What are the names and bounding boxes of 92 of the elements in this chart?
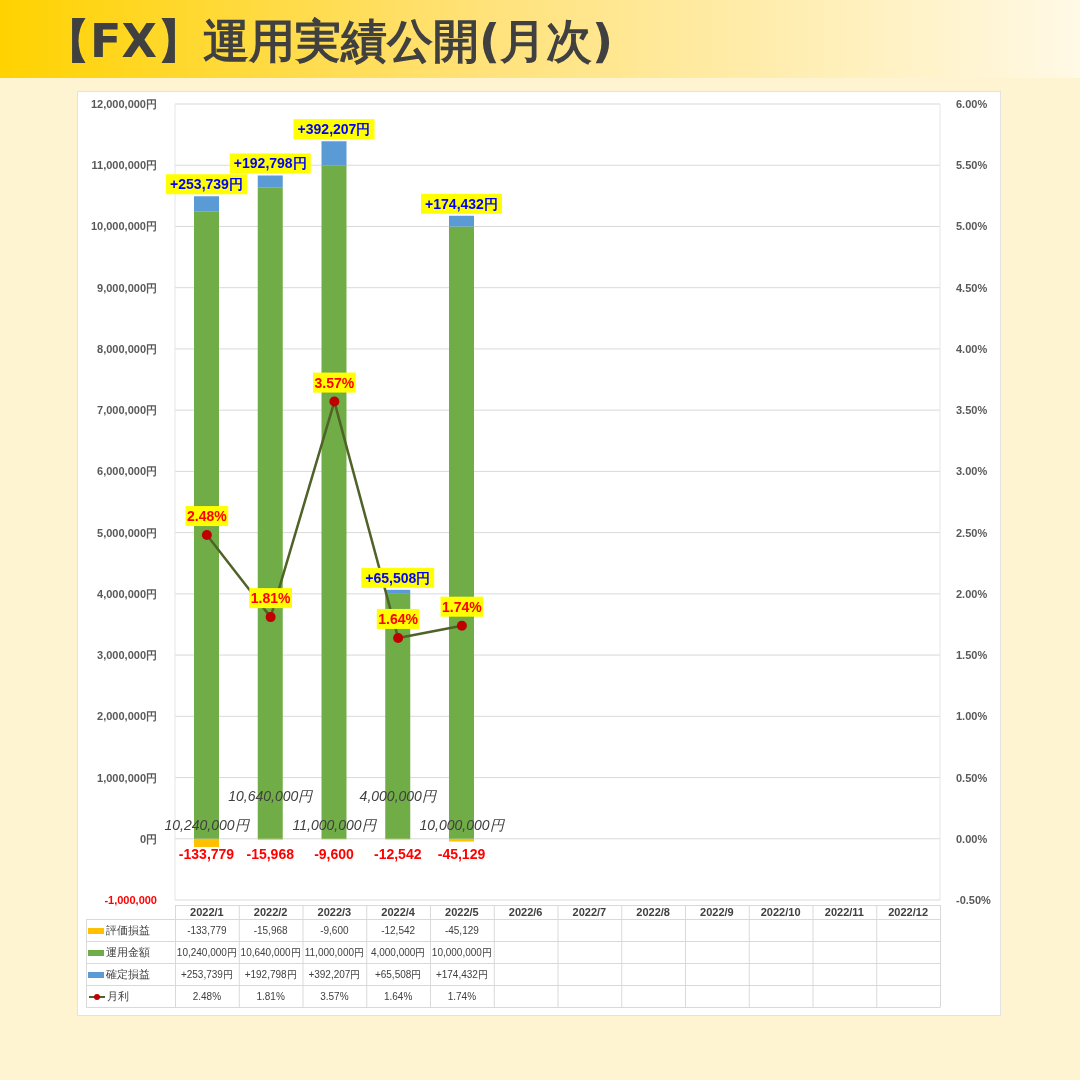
y-tick-label: 1,000,000円 xyxy=(97,771,157,784)
y-tick-label: 5,000,000円 xyxy=(97,526,157,539)
data-label: 4,000,000円 xyxy=(370,947,426,958)
text: +192,798円 xyxy=(233,155,307,172)
text: -9,600 xyxy=(314,845,354,862)
data-label: +65,508円 xyxy=(374,969,422,980)
y2-tick-label: 4.50% xyxy=(956,281,988,294)
y-tick-label: 3,000,000円 xyxy=(97,649,157,662)
y-tick-label: 0円 xyxy=(139,832,157,845)
x-tick-label: 2022/10 xyxy=(760,906,801,918)
text: 1.64% xyxy=(378,610,418,627)
y2-tick-label: 6.00% xyxy=(956,98,988,110)
y-tick-label: 11,000,000円 xyxy=(91,159,157,172)
bar xyxy=(449,838,474,842)
data-label: +253,739円 xyxy=(180,969,233,980)
text: +65,508円 xyxy=(365,569,431,586)
y-tick-label: 9,000,000円 xyxy=(97,281,157,294)
y2-tick-label: 3.50% xyxy=(956,404,988,417)
point xyxy=(393,632,404,643)
x-tick-label: 2022/3 xyxy=(317,906,352,918)
y-tick-label: 2,000,000円 xyxy=(97,710,157,723)
data-label: 1.64% xyxy=(383,991,413,1002)
legend-label: 評価損益 xyxy=(106,924,150,937)
point xyxy=(456,620,467,631)
x-tick-label: 2022/8 xyxy=(636,906,670,918)
y-tick-label: 6,000,000円 xyxy=(97,465,157,478)
data-label: 1.81% xyxy=(256,991,285,1002)
data-label: +174,432円 xyxy=(435,969,488,980)
x-tick-label: 2022/2 xyxy=(253,906,288,918)
data-label: -45,129 xyxy=(444,925,479,936)
text: +174,432円 xyxy=(425,195,498,212)
bar xyxy=(449,215,474,227)
x-tick-label: 2022/7 xyxy=(572,906,607,918)
chart-title: 【FX】運用実績公開(月次) xyxy=(44,14,613,68)
data-label: -9,600 xyxy=(320,925,349,936)
point xyxy=(265,612,276,623)
bar xyxy=(321,141,347,166)
text: -15,968 xyxy=(246,845,294,862)
y-tick-label: 12,000,000円 xyxy=(90,98,157,110)
point xyxy=(329,396,340,407)
data-label: 11,000,000円 xyxy=(304,947,365,958)
text: 1.81% xyxy=(250,590,291,607)
text: -45,129 xyxy=(437,845,486,862)
data-label: 1.74% xyxy=(447,991,477,1002)
y-tick-label: -1,000,000 xyxy=(104,894,157,906)
x-tick-label: 2022/9 xyxy=(700,906,734,918)
data-label: +392,207円 xyxy=(308,969,361,980)
data-label: -12,542 xyxy=(381,925,416,936)
y2-tick-label: 5.00% xyxy=(956,220,988,233)
x-tick-label: 2022/12 xyxy=(888,906,928,918)
text: -133,779 xyxy=(178,845,235,862)
bar xyxy=(257,175,283,188)
legend-label: 運用金額 xyxy=(106,946,150,959)
legend-label: 月利 xyxy=(107,990,129,1003)
bar xyxy=(194,838,219,847)
x-tick-label: 2022/6 xyxy=(508,906,543,918)
data-label: 10,000,000円 xyxy=(431,947,492,958)
text: 2.48% xyxy=(187,508,227,525)
y2-tick-label: 2.50% xyxy=(956,526,988,539)
point xyxy=(201,530,212,541)
y2-tick-label: 2.00% xyxy=(956,587,988,600)
y2-tick-label: 4.00% xyxy=(956,342,988,355)
text: +392,207円 xyxy=(297,121,371,138)
y2-tick-label: 5.50% xyxy=(956,159,988,172)
x-tick-label: 2022/5 xyxy=(445,906,479,918)
text: +253,739円 xyxy=(170,176,243,193)
x-tick-label: 2022/11 xyxy=(824,906,864,918)
data-label: 2.48% xyxy=(192,991,222,1002)
data-label: -133,779 xyxy=(187,925,227,936)
data-label: +192,798円 xyxy=(244,969,297,980)
y2-tick-label: 0.50% xyxy=(956,771,988,784)
y2-tick-label: -0.50% xyxy=(956,894,992,906)
y2-tick-label: 0.00% xyxy=(956,832,988,845)
y2-tick-label: 3.00% xyxy=(956,465,988,478)
y-tick-label: 4,000,000円 xyxy=(97,587,157,600)
y2-tick-label: 1.00% xyxy=(956,710,988,723)
y2-tick-label: 1.50% xyxy=(956,649,988,662)
data-label: 10,240,000円 xyxy=(176,947,237,958)
text: 1.74% xyxy=(442,598,482,615)
text: 3.57% xyxy=(314,374,355,391)
text: -12,542 xyxy=(374,845,422,862)
data-label: 10,640,000円 xyxy=(240,947,301,958)
y-tick-label: 7,000,000円 xyxy=(97,404,157,417)
data-label: -15,968 xyxy=(253,925,288,936)
x-tick-label: 2022/4 xyxy=(381,906,415,918)
data-label: 3.57% xyxy=(320,991,349,1002)
x-tick-label: 2022/1 xyxy=(190,906,224,918)
bar xyxy=(194,196,219,212)
bar xyxy=(385,589,411,594)
legend-label: 確定損益 xyxy=(106,968,150,981)
y-tick-label: 10,000,000円 xyxy=(90,220,157,233)
y-tick-label: 8,000,000円 xyxy=(97,342,157,355)
